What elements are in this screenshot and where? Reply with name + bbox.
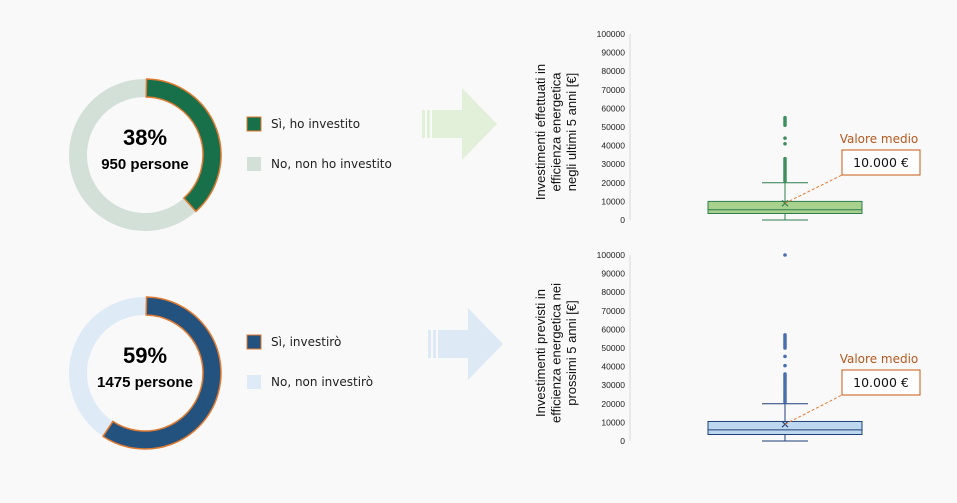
y-tick-label: 70000 bbox=[601, 306, 625, 316]
y-axis-title: Investimenti effettuati inefficienza ene… bbox=[533, 64, 579, 200]
legend-label-no: No, non ho investito bbox=[271, 157, 392, 171]
callout-value: 10.000 € bbox=[853, 155, 909, 170]
y-axis-title-line: efficienza energetica nei bbox=[549, 283, 564, 423]
legend-swatch-no bbox=[247, 157, 261, 171]
callout-box bbox=[841, 369, 921, 396]
y-tick-label: 90000 bbox=[601, 269, 625, 279]
y-tick-label: 30000 bbox=[601, 159, 625, 169]
y-tick-label: 0 bbox=[620, 436, 625, 446]
outlier-point bbox=[783, 136, 787, 140]
y-tick-label: 100000 bbox=[597, 250, 626, 260]
y-tick-label: 100000 bbox=[597, 29, 626, 39]
arrow-body bbox=[438, 308, 503, 380]
callout-leader-line bbox=[784, 394, 843, 425]
boxplot-chart-1: 0 10000 20000 30000 40000 50000 60000 70000 8000… bbox=[533, 29, 921, 225]
outlier-point bbox=[783, 333, 787, 337]
arrow-stripe bbox=[422, 110, 425, 138]
legend-swatch-yes bbox=[246, 116, 262, 132]
y-axis-title-line: prossimi 5 anni [€] bbox=[564, 300, 579, 406]
outlier-point bbox=[783, 372, 787, 376]
legend-swatch-no bbox=[247, 375, 261, 389]
arrow-stripe bbox=[427, 110, 430, 138]
donut-chart-1: 38% 950 persone Sì, ho investito No, non ho… bbox=[69, 78, 392, 231]
y-tick-label: 90000 bbox=[601, 48, 625, 58]
y-tick-label: 20000 bbox=[601, 399, 625, 409]
count-label: 950 persone bbox=[101, 156, 189, 173]
legend-label-yes: Sì, investirò bbox=[271, 335, 341, 349]
donut-slice-main bbox=[145, 78, 222, 213]
y-tick-label: 50000 bbox=[601, 122, 625, 132]
arrow-stripe bbox=[428, 330, 431, 358]
y-tick-label: 30000 bbox=[601, 380, 625, 390]
box-iqr bbox=[707, 420, 863, 435]
box-iqr bbox=[707, 200, 863, 214]
callout-box bbox=[841, 149, 921, 176]
outlier-point bbox=[783, 363, 787, 368]
callout-title: Valore medio bbox=[840, 352, 919, 366]
donut-chart-2: 59% 1475 persone Sì, investirò No, non inve… bbox=[69, 296, 373, 450]
arrow-body bbox=[432, 88, 497, 160]
y-tick-label: 80000 bbox=[601, 287, 625, 297]
y-tick-label: 80000 bbox=[601, 66, 625, 76]
y-tick-label: 40000 bbox=[601, 362, 625, 372]
outlier-point bbox=[783, 141, 787, 146]
legend-label-yes: Sì, ho investito bbox=[271, 117, 360, 131]
arrow-right-icon bbox=[428, 308, 503, 380]
y-tick-label: 40000 bbox=[601, 141, 625, 151]
donut-slice-rest bbox=[69, 297, 146, 436]
percent-label: 38% bbox=[123, 125, 167, 150]
arrow-stripe bbox=[433, 330, 436, 358]
callout-value: 10.000 € bbox=[853, 375, 909, 390]
y-tick-label: 60000 bbox=[601, 324, 625, 334]
outlier-point bbox=[783, 253, 787, 257]
y-tick-label: 60000 bbox=[601, 103, 625, 113]
y-tick-label: 10000 bbox=[601, 196, 625, 206]
outlier-point bbox=[783, 115, 787, 120]
legend-swatch-yes bbox=[246, 334, 262, 350]
y-tick-label: 10000 bbox=[601, 417, 625, 427]
count-label: 1475 persone bbox=[97, 374, 193, 391]
percent-label: 59% bbox=[123, 343, 167, 368]
y-tick-label: 0 bbox=[620, 215, 625, 225]
y-axis-title-line: Investimenti previsti in bbox=[533, 289, 548, 417]
y-axis-title: Investimenti previsti inefficienza energ… bbox=[533, 283, 579, 423]
y-axis-title-line: efficienza energetica bbox=[549, 72, 564, 192]
y-axis-title-line: negli ultimi 5 anni [€] bbox=[564, 73, 579, 192]
arrow-right-icon bbox=[422, 88, 497, 160]
donut-slice-rest bbox=[69, 78, 196, 231]
callout-title: Valore medio bbox=[840, 132, 919, 146]
y-axis-title-line: Investimenti effettuati in bbox=[533, 64, 548, 200]
donut-slice-main bbox=[101, 296, 222, 450]
callout-leader-line bbox=[784, 174, 843, 204]
legend-label-no: No, non investirò bbox=[271, 375, 373, 389]
y-tick-label: 20000 bbox=[601, 178, 625, 188]
y-tick-label: 70000 bbox=[601, 85, 625, 95]
outlier-point bbox=[783, 354, 787, 359]
boxplot-chart-2: 0 10000 20000 30000 40000 50000 60000 70000 8000… bbox=[533, 250, 921, 446]
outlier-point bbox=[783, 156, 787, 161]
y-tick-label: 50000 bbox=[601, 343, 625, 353]
